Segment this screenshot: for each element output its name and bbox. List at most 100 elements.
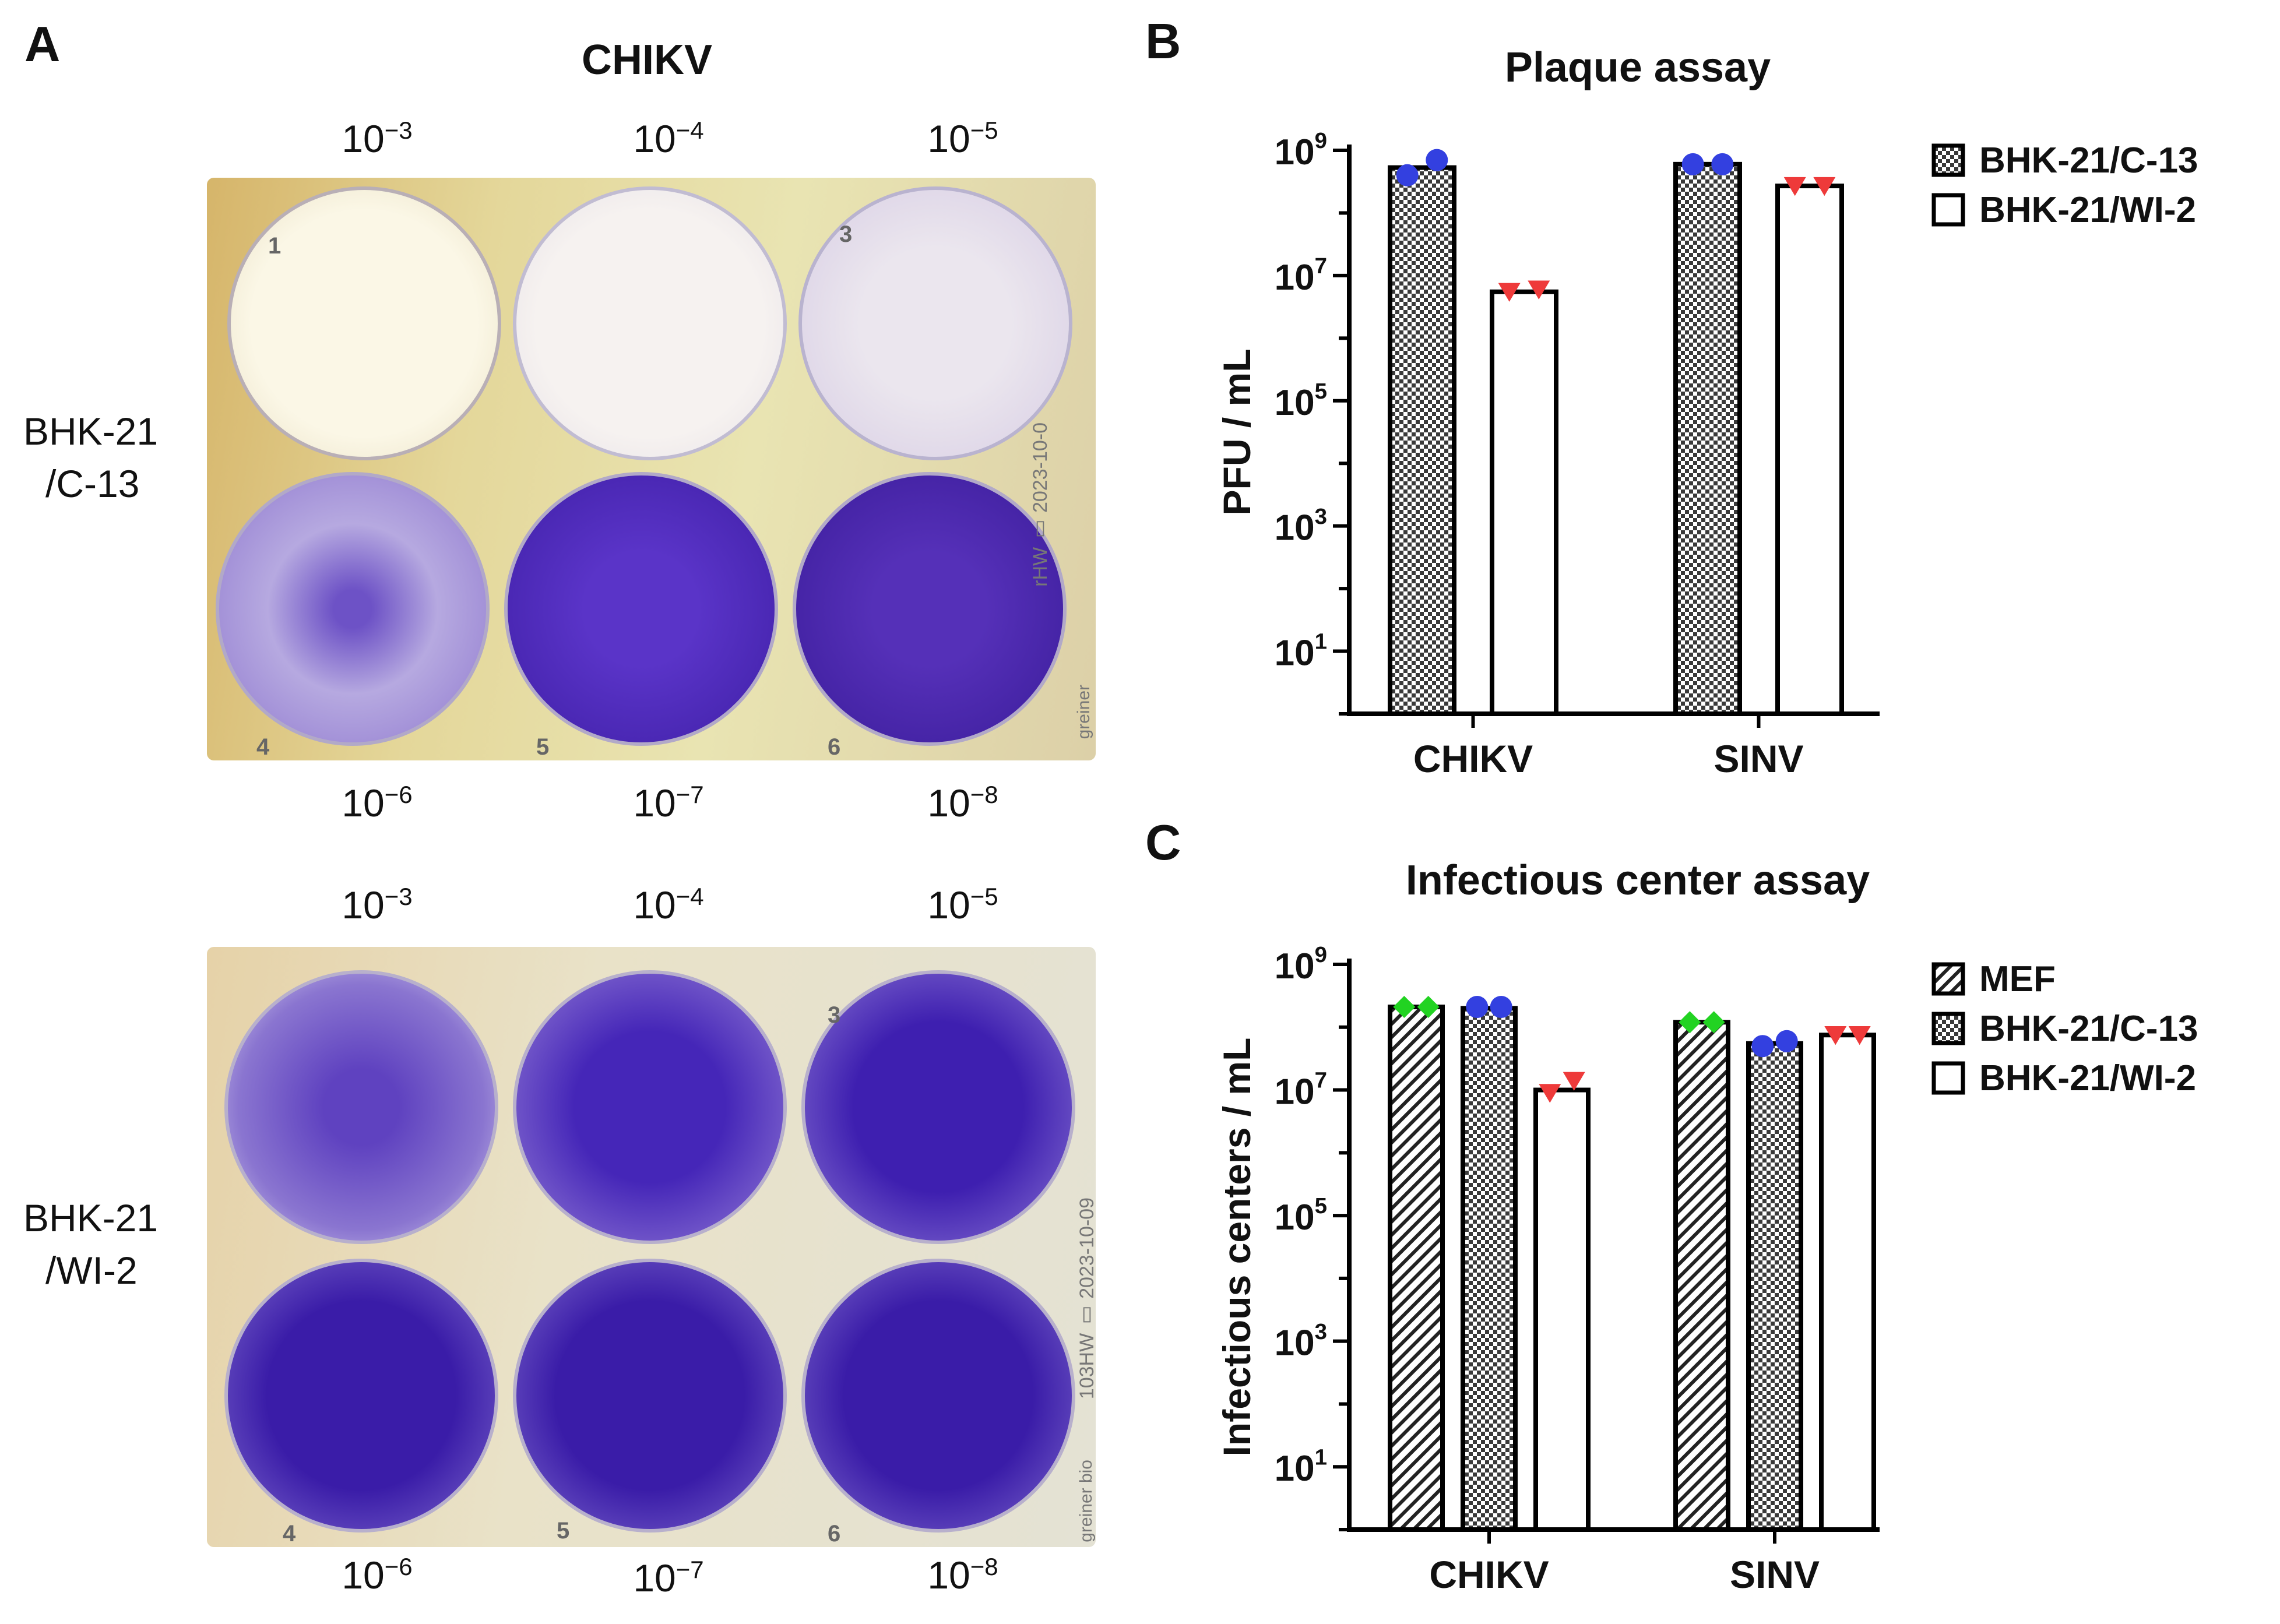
data-point-circle [1751,1035,1774,1058]
y-tick-label: 105 [1275,379,1327,423]
well-number: 6 [828,734,841,760]
dilution-label: 10−8 [927,781,998,825]
well-4 [224,1259,498,1533]
y-tick-label: 109 [1275,942,1327,987]
data-point-circle [1711,153,1734,175]
well-2 [513,186,787,460]
bar [1746,1041,1803,1532]
legend-label: MEF [1979,959,2056,999]
legend-label: BHK-21/WI-2 [1979,1058,2196,1098]
data-point-circle [1490,996,1512,1019]
well-number: 4 [283,1521,296,1547]
bar [1533,1087,1591,1532]
data-point-triangle [1783,177,1806,196]
well-number: 4 [256,734,270,760]
y-tick-label: 107 [1275,1068,1327,1112]
well-6 [793,472,1067,746]
x-tick-label: CHIKV [1413,737,1533,780]
well-number: 1 [268,233,282,259]
data-point-diamond [1702,1011,1725,1034]
x-tick-label: CHIKV [1429,1553,1549,1596]
dilution-label: 10−3 [342,883,413,927]
panel-a-letter: A [24,17,61,72]
bar [1819,1033,1876,1532]
data-point-triangle [1539,1084,1561,1103]
dilution-label: 10−3 [342,117,413,160]
legend-swatch [1931,1012,1965,1045]
well-number: 3 [828,1002,841,1028]
chart-infectious-center-assay: C Infectious center assay Infectious cente… [1145,815,2198,1596]
well-number: 5 [536,734,550,760]
data-point-triangle [1498,283,1521,302]
bar [1673,161,1742,716]
x-tick-label: SINV [1730,1553,1820,1596]
dilution-label: 10−4 [633,883,704,927]
data-point-triangle [1528,280,1550,300]
data-point-triangle [1563,1072,1585,1091]
panel-letter: B [1145,14,1181,69]
well-5 [513,1259,787,1533]
row-label-wi2: BHK-21 /WI-2 [23,1196,159,1292]
legend-swatch [1931,1061,1965,1095]
dilution-label: 10−6 [342,1553,413,1597]
well-2 [513,970,787,1244]
legend-label: BHK-21/C-13 [1979,1009,2198,1049]
data-point-triangle [1824,1026,1847,1045]
dilution-label: 10−4 [633,117,704,160]
legend-swatch [1931,962,1965,996]
well-6 [801,1259,1075,1533]
y-tick-label: 103 [1275,1319,1327,1364]
x-tick-label: SINV [1713,737,1803,780]
well-4 [216,472,490,746]
legend-label: BHK-21/C-13 [1979,140,2198,181]
row-label-c13: BHK-21 /C-13 [23,410,159,505]
panel-letter: C [1145,815,1181,871]
data-point-triangle [1813,177,1836,196]
legend-swatch [1931,193,1965,227]
well-number: 3 [839,221,853,247]
dilution-label: 10−8 [927,1553,998,1597]
data-point-circle [1681,153,1704,175]
bar [1388,1005,1445,1532]
chart-plaque-assay: B Plaque assay PFU / mL 109 107 105 103 101 CHIK… [1145,14,2198,780]
dilution-label: 10−5 [927,117,998,160]
legend-swatch [1931,143,1965,177]
well-1 [224,970,498,1244]
legend-label: BHK-21/WI-2 [1979,190,2196,230]
data-point-diamond [1393,996,1416,1019]
bar [1775,184,1844,716]
chart-title: Plaque assay [1505,44,1771,91]
data-point-circle [1466,996,1489,1019]
y-tick-label: 101 [1275,629,1327,674]
y-tick-label: 109 [1275,128,1327,172]
data-point-diamond [1679,1011,1701,1034]
y-tick-label: 103 [1275,504,1327,548]
bar [1673,1020,1730,1532]
well-number: 6 [828,1521,841,1547]
well-3 [798,186,1072,460]
bar [1490,289,1558,716]
dilution-label: 10−7 [633,1556,704,1600]
well-5 [504,472,778,746]
well-1 [227,186,501,460]
well-number: 5 [557,1518,570,1544]
panel-a-title: CHIKV [581,37,712,83]
y-tick-label: 105 [1275,1193,1327,1238]
data-point-diamond [1417,996,1440,1019]
bar [1461,1006,1518,1532]
data-point-circle [1426,149,1448,171]
y-axis-label: PFU / mL [1215,348,1258,515]
dilution-label: 10−7 [633,781,704,825]
bar [1388,165,1456,717]
y-tick-label: 107 [1275,253,1327,298]
dilution-label: 10−6 [342,781,413,825]
dilution-label: 10−5 [927,883,998,927]
well-3 [801,970,1075,1244]
data-point-circle [1775,1030,1798,1052]
chart-title: Infectious center assay [1406,857,1870,904]
plate-photo-c13: 1 3 4 5 6 rHW ▯ 2023-10-0 greiner [207,178,1096,760]
plate-photo-wi2: 3 4 5 6 103HW ▯ 2023-10-09 greiner bio [207,947,1096,1547]
data-point-triangle [1848,1026,1871,1045]
y-tick-label: 101 [1275,1445,1327,1489]
